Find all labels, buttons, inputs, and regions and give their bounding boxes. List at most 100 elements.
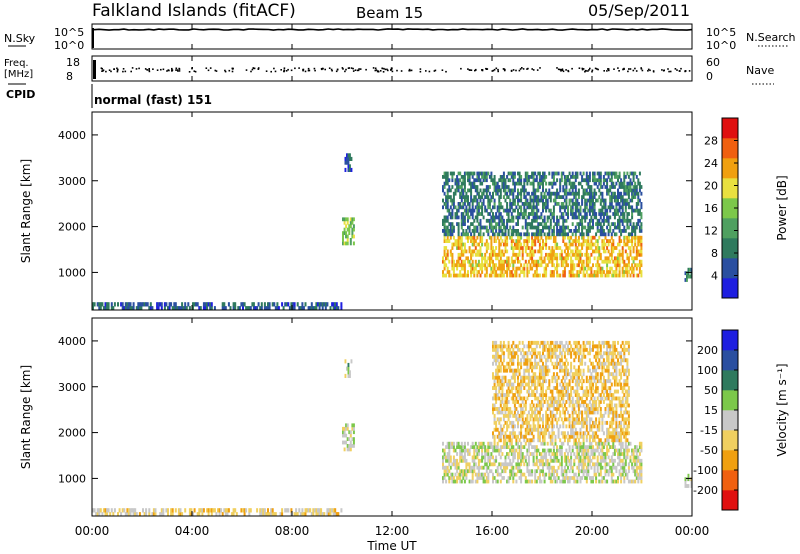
heatmap-cell (546, 198, 549, 203)
frequency-point (587, 70, 589, 72)
heatmap-cell (510, 354, 513, 359)
heatmap-cell (638, 218, 641, 223)
heatmap-cell (468, 452, 471, 456)
heatmap-cell (534, 205, 537, 210)
heatmap-cell (531, 208, 534, 213)
heatmap-cell (488, 235, 491, 240)
heatmap-cell (454, 263, 457, 268)
heatmap-cell (248, 512, 251, 517)
heatmap-cell (512, 413, 515, 418)
heatmap-cell (545, 424, 548, 429)
frequency-point (209, 67, 212, 69)
heatmap-cell (631, 256, 634, 261)
heatmap-cell (620, 448, 623, 453)
heatmap-cell (512, 347, 515, 352)
heatmap-cell (620, 212, 623, 216)
heatmap-cell (482, 215, 485, 220)
heatmap-cell (634, 462, 637, 467)
heatmap-cell (557, 389, 560, 394)
heatmap-cell (612, 472, 615, 477)
heatmap-cell (538, 458, 541, 463)
heatmap-cell (506, 400, 509, 404)
heatmap-cell (598, 270, 601, 274)
heatmap-cell (596, 198, 599, 203)
heatmap-cell (498, 448, 501, 453)
heatmap-cell (629, 239, 632, 243)
heatmap-cell (543, 452, 546, 456)
heatmap-cell (502, 232, 505, 237)
heatmap-cell (517, 462, 519, 467)
heatmap-cell (595, 215, 598, 220)
heatmap-cell (557, 218, 560, 223)
heatmap-cell (445, 273, 448, 278)
heatmap-cell (493, 448, 496, 453)
heatmap-cell (624, 445, 627, 449)
frequency-point (649, 69, 651, 72)
frequency-point (504, 69, 506, 71)
heatmap-cell (506, 396, 509, 401)
heatmap-cell (598, 208, 601, 213)
heatmap-cell (532, 462, 535, 467)
heatmap-cell (343, 440, 346, 445)
heatmap-cell (462, 448, 465, 453)
heatmap-cell (471, 208, 474, 213)
heatmap-cell (552, 407, 555, 411)
heatmap-cell (565, 202, 568, 206)
heatmap-cell (545, 235, 548, 240)
heatmap-cell (493, 476, 496, 480)
heatmap-cell (551, 403, 554, 408)
frequency-point (674, 68, 677, 70)
heatmap-cell (302, 512, 305, 517)
heatmap-cell (585, 191, 588, 196)
heatmap-cell (446, 171, 449, 176)
heatmap-cell (535, 178, 538, 183)
heatmap-cell (543, 462, 546, 467)
heatmap-cell (498, 273, 501, 278)
heatmap-cell (573, 452, 576, 456)
heatmap-cell (632, 270, 635, 274)
heatmap-cell (527, 455, 530, 460)
heatmap-cell (482, 175, 485, 179)
heatmap-cell (526, 368, 529, 373)
heatmap-cell (545, 188, 548, 193)
heatmap-cell (506, 368, 509, 373)
heatmap-cell (606, 259, 609, 264)
heatmap-cell (529, 202, 532, 206)
colorbar-segment (722, 258, 738, 279)
heatmap-cell (348, 430, 351, 435)
heatmap-cell (607, 259, 610, 264)
heatmap-cell (601, 465, 604, 470)
heatmap-cell (581, 218, 584, 223)
heatmap-cell (552, 212, 555, 216)
heatmap-cell (499, 379, 502, 384)
heatmap-cell (167, 508, 169, 513)
heatmap-cell (234, 302, 237, 307)
heatmap-cell (474, 195, 477, 199)
heatmap-cell (637, 249, 640, 254)
heatmap-cell (562, 400, 565, 404)
heatmap-cell (513, 375, 516, 380)
heatmap-cell (512, 218, 515, 223)
heatmap-cell (570, 235, 573, 240)
heatmap-cell (618, 239, 621, 243)
heatmap-cell (470, 212, 473, 216)
heatmap-cell (349, 447, 352, 452)
heatmap-cell (613, 222, 616, 226)
heatmap-cell (526, 252, 529, 257)
heatmap-cell (618, 195, 621, 199)
heatmap-cell (512, 372, 515, 377)
heatmap-cell (462, 273, 465, 278)
heatmap-cell (577, 420, 580, 425)
heatmap-cell (457, 235, 460, 240)
heatmap-cell (498, 434, 501, 439)
heatmap-cell (506, 242, 509, 247)
heatmap-cell (535, 455, 538, 460)
heatmap-cell (549, 256, 552, 261)
heatmap-cell (551, 413, 554, 418)
heatmap-cell (513, 202, 516, 206)
heatmap-cell (517, 400, 519, 404)
heatmap-cell (612, 229, 615, 233)
heatmap-cell (521, 256, 524, 261)
heatmap-cell (556, 472, 559, 477)
heatmap-cell (487, 212, 490, 216)
